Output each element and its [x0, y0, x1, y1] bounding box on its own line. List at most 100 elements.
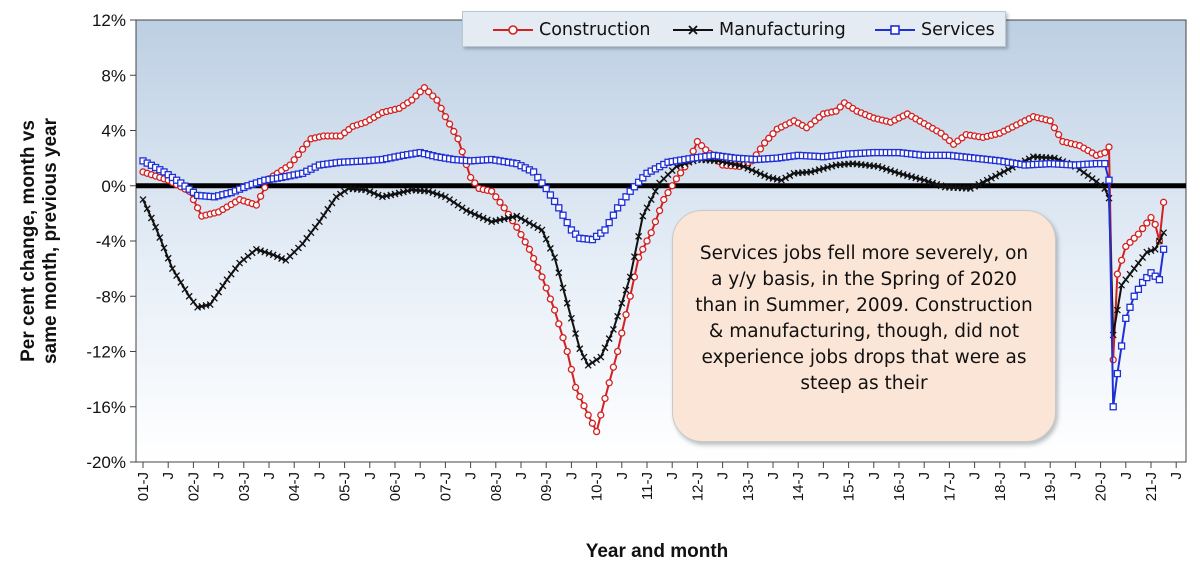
data-point-manufacturing: [1113, 306, 1121, 314]
data-point-manufacturing: [908, 173, 916, 181]
data-point-manufacturing: [572, 330, 580, 338]
data-point-construction: [832, 107, 840, 115]
data-point-manufacturing: [206, 301, 214, 308]
data-point-construction: [1138, 224, 1147, 233]
data-point-manufacturing: [160, 244, 168, 252]
data-point-manufacturing: [177, 278, 185, 286]
data-point-manufacturing: [1160, 229, 1168, 237]
data-point-construction: [487, 187, 496, 195]
data-point-manufacturing: [1004, 165, 1012, 173]
data-point-manufacturing: [425, 187, 433, 195]
data-point-construction: [1105, 143, 1113, 151]
data-point-manufacturing: [143, 205, 151, 213]
data-point-construction: [294, 150, 303, 159]
data-point-services: [1105, 176, 1113, 184]
data-point-manufacturing: [362, 186, 370, 194]
data-point-manufacturing: [983, 176, 991, 184]
data-point-construction: [605, 379, 613, 387]
data-point-construction: [588, 419, 597, 427]
data-point-construction: [429, 92, 437, 100]
data-point-manufacturing: [584, 361, 592, 369]
data-point-construction: [538, 273, 546, 281]
x-tick-label: 18-J: [992, 472, 1009, 501]
data-point-construction: [450, 127, 458, 136]
data-point-construction: [760, 139, 769, 147]
data-point-construction: [534, 264, 542, 272]
data-point-manufacturing: [1000, 168, 1008, 176]
data-point-manufacturing: [462, 207, 470, 215]
x-tick-label: J: [715, 472, 732, 480]
data-point-manufacturing: [551, 254, 559, 262]
data-point-manufacturing: [996, 170, 1004, 178]
data-point-manufacturing: [227, 270, 235, 278]
x-tick-label: J: [362, 472, 379, 480]
data-point-manufacturing: [971, 182, 979, 190]
data-point-construction: [1159, 198, 1168, 206]
data-point-construction: [1122, 242, 1130, 251]
data-point-manufacturing: [538, 226, 546, 234]
data-point-construction: [252, 201, 261, 209]
legend-item-construction: Construction: [493, 12, 650, 48]
data-point-construction: [1126, 238, 1134, 247]
data-point-manufacturing: [614, 312, 622, 320]
data-point-manufacturing: [341, 187, 349, 195]
data-point-manufacturing: [622, 286, 630, 294]
legend-construction-swatch: [493, 25, 533, 35]
x-tick-label: J: [211, 472, 228, 480]
data-point-services: [639, 174, 647, 182]
data-point-manufacturing: [231, 265, 239, 273]
legend-manufacturing-label: Manufacturing: [719, 20, 846, 40]
data-point-manufacturing: [605, 335, 613, 343]
data-point-manufacturing: [1101, 185, 1109, 192]
data-point-construction: [563, 347, 571, 356]
data-point-manufacturing: [777, 176, 785, 184]
data-point-services: [529, 168, 538, 176]
data-point-manufacturing: [273, 253, 281, 261]
y-tick-label: -12%: [86, 343, 126, 362]
data-point-construction: [601, 394, 609, 403]
data-point-manufacturing: [210, 294, 218, 302]
data-point-manufacturing: [912, 174, 920, 182]
data-point-services: [1117, 342, 1126, 350]
data-point-manufacturing: [1130, 265, 1138, 273]
data-point-construction: [676, 169, 685, 177]
data-point-construction: [689, 147, 697, 155]
data-point-manufacturing: [828, 162, 836, 170]
data-point-manufacturing: [1126, 270, 1134, 278]
data-point-manufacturing: [252, 245, 260, 253]
data-point-manufacturing: [446, 196, 454, 204]
x-tick-label: 07-J: [437, 472, 454, 501]
data-point-manufacturing: [752, 168, 760, 176]
data-point-construction: [500, 204, 508, 212]
data-point-construction: [496, 198, 504, 206]
data-point-manufacturing: [895, 169, 903, 177]
data-point-construction: [437, 104, 445, 113]
legend-services-swatch: [875, 25, 915, 35]
data-point-manufacturing: [903, 172, 911, 180]
data-point-construction: [697, 142, 706, 150]
data-point-manufacturing: [576, 345, 584, 353]
data-point-manufacturing: [567, 314, 575, 322]
data-point-manufacturing: [185, 292, 193, 300]
data-point-manufacturing: [1139, 254, 1147, 262]
data-point-construction: [668, 182, 676, 190]
data-point-manufacturing: [975, 180, 983, 188]
y-tick-label: 8%: [101, 66, 126, 85]
data-point-services: [1134, 285, 1143, 293]
x-tick-label: 14-J: [790, 472, 807, 501]
data-point-manufacturing: [891, 168, 899, 176]
y-tick-label: 0%: [101, 177, 126, 196]
data-point-manufacturing: [546, 244, 554, 252]
y-tick-label: -16%: [86, 398, 126, 417]
data-point-services: [542, 184, 550, 193]
data-point-construction: [1117, 256, 1126, 264]
data-point-manufacturing: [152, 223, 160, 231]
x-tick-label: J: [160, 472, 177, 480]
data-point-construction: [1101, 148, 1109, 157]
data-point-construction: [634, 253, 643, 262]
legend-services-label: Services: [921, 20, 995, 40]
data-point-construction: [765, 134, 773, 142]
data-point-construction: [592, 427, 601, 436]
data-point-services: [630, 183, 639, 191]
data-point-manufacturing: [639, 212, 647, 220]
